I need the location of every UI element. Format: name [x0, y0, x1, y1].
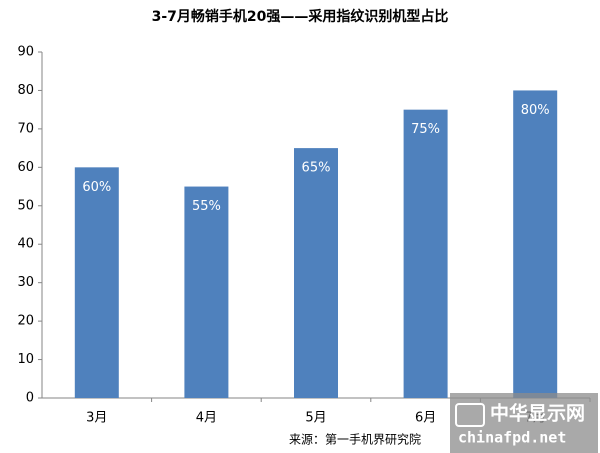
x-tick-label: 4月 [196, 411, 217, 426]
y-tick-label: 40 [17, 237, 34, 252]
value-label: 65% [302, 161, 331, 176]
value-label: 75% [411, 122, 440, 137]
y-tick-label: 50 [17, 198, 34, 213]
bar [403, 109, 448, 399]
y-tick-label: 20 [17, 314, 34, 329]
y-tick-label: 60 [17, 160, 34, 175]
x-tick-label: 6月 [415, 411, 436, 426]
bar [513, 90, 558, 398]
source: 来源：第一手机界研究院 [289, 432, 421, 447]
bar [184, 186, 229, 398]
y-tick-label: 0 [26, 391, 34, 406]
watermark: 中华显示网 chinafpd.net [450, 393, 598, 453]
bar [74, 167, 119, 398]
bar [294, 148, 338, 398]
chart-title: 3-7月畅销手机20强——采用指纹识别机型占比 [152, 8, 449, 25]
value-label: 80% [521, 103, 550, 118]
x-tick-label: 3月 [86, 411, 107, 426]
x-tick-label: 5月 [305, 411, 326, 426]
y-tick-label: 80 [17, 83, 34, 98]
watermark-site: chinafpd.net [458, 429, 566, 447]
y-tick-label: 70 [17, 121, 34, 136]
y-tick-label: 30 [17, 275, 34, 290]
watermark-icon [455, 403, 485, 427]
watermark-name: 中华显示网 [490, 402, 585, 425]
y-tick-label: 10 [17, 352, 34, 367]
y-tick-label: 90 [17, 45, 34, 60]
value-label: 60% [82, 180, 111, 195]
value-label: 55% [192, 199, 221, 214]
